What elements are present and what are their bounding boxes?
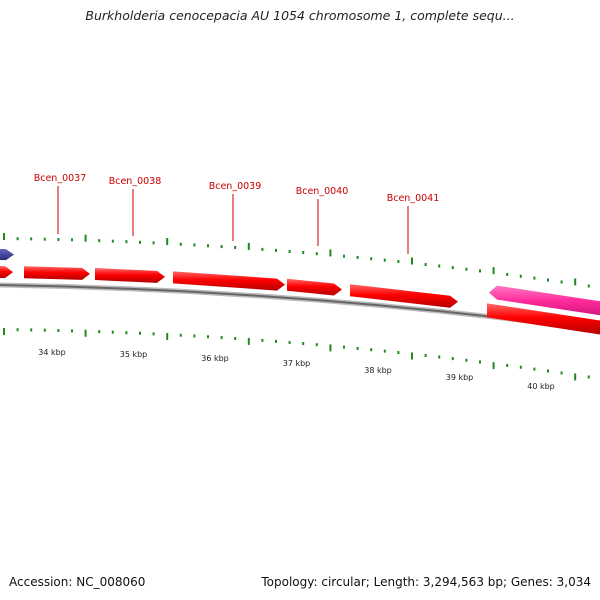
gene-feature[interactable] bbox=[487, 303, 600, 335]
position-label: 37 kbp bbox=[283, 359, 311, 368]
accession-text: Accession: NC_008060 bbox=[9, 575, 146, 589]
gene-features[interactable] bbox=[0, 249, 600, 335]
position-label: 39 kbp bbox=[446, 373, 474, 382]
position-label: 38 kbp bbox=[364, 366, 392, 375]
position-labels: 34 kbp 35 kbp 36 kbp 37 kbp 38 kbp 39 kbp 40 k… bbox=[38, 348, 555, 391]
gene-label[interactable]: Bcen_0037 bbox=[34, 173, 87, 184]
gene-feature[interactable] bbox=[24, 266, 90, 280]
tick-marks bbox=[3, 233, 590, 381]
gene-feature[interactable] bbox=[287, 278, 342, 296]
topology-summary: Topology: circular; Length: 3,294,563 bp… bbox=[261, 575, 591, 589]
gene-labels: Bcen_0037 Bcen_0038 Bcen_0039 Bcen_0040 Bcen… bbox=[34, 173, 440, 254]
gene-feature[interactable] bbox=[0, 266, 13, 279]
gene-label[interactable]: Bcen_0039 bbox=[209, 181, 262, 192]
gene-feature[interactable] bbox=[95, 268, 165, 283]
gene-feature[interactable] bbox=[173, 271, 285, 291]
position-label: 40 kbp bbox=[527, 382, 555, 391]
gene-label[interactable]: Bcen_0038 bbox=[109, 176, 162, 187]
position-label: 34 kbp bbox=[38, 348, 66, 357]
gene-label[interactable]: Bcen_0040 bbox=[296, 186, 349, 197]
gene-feature[interactable] bbox=[350, 284, 458, 308]
sequence-title: Burkholderia cenocepacia AU 1054 chromos… bbox=[85, 8, 515, 23]
gene-feature-pink[interactable] bbox=[489, 285, 600, 317]
gene-feature-blue[interactable] bbox=[0, 249, 14, 261]
position-label: 36 kbp bbox=[201, 354, 229, 363]
position-label: 35 kbp bbox=[120, 350, 148, 359]
gene-label[interactable]: Bcen_0041 bbox=[387, 193, 440, 204]
